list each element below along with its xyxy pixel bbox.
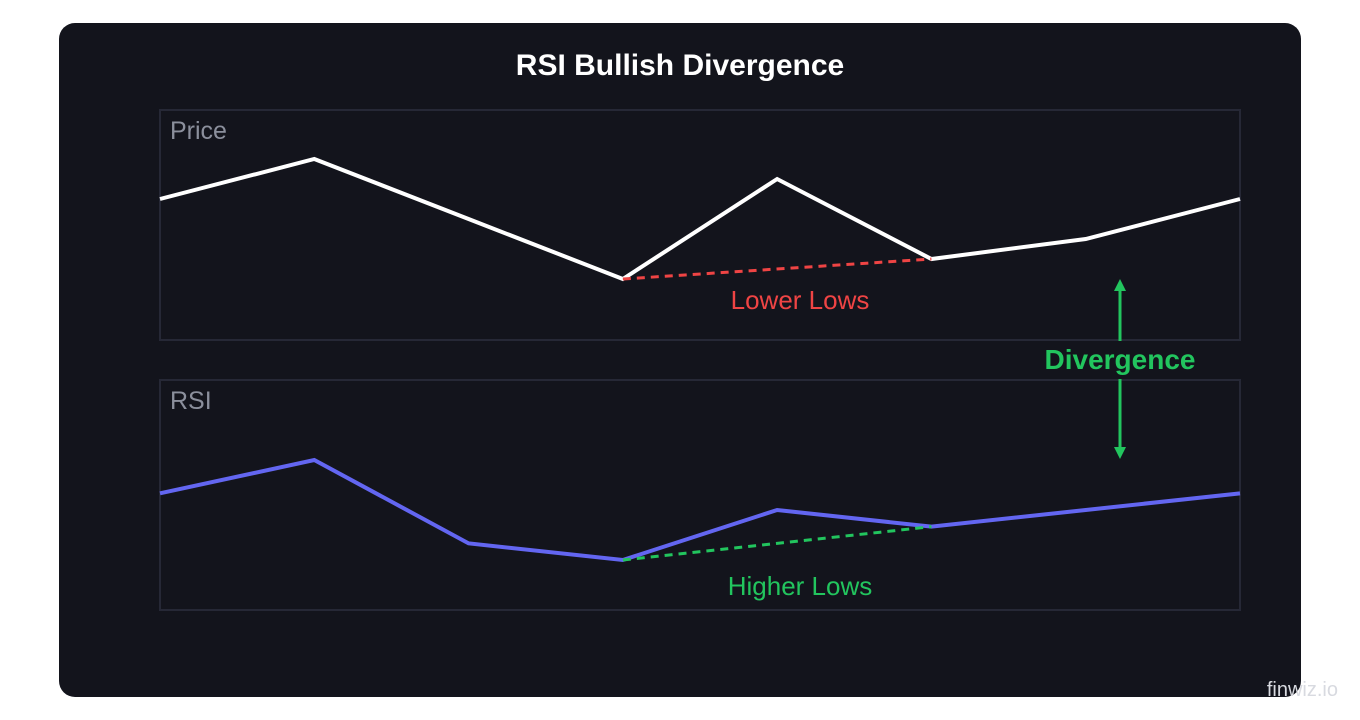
price-panel-label: Price (170, 117, 227, 145)
higher-lows-label: Higher Lows (728, 571, 873, 601)
divergence-diagram: RSI Bullish Divergence Price Lower Lows … (159, 49, 1241, 611)
watermark: finwiz.io (1266, 679, 1338, 701)
higher-lows-trendline (622, 525, 932, 562)
lower-lows-label: Lower Lows (731, 285, 870, 315)
lower-lows-trendline (622, 257, 932, 281)
price-panel (159, 109, 1241, 341)
arrow-down-icon (1114, 447, 1126, 459)
rsi-panel-label: RSI (170, 387, 212, 415)
diagram-card: RSI Bullish Divergence Price Lower Lows … (59, 23, 1301, 697)
price-line (159, 156, 1241, 282)
divergence-label: Divergence (1045, 344, 1196, 375)
diagram-title: RSI Bullish Divergence (516, 49, 844, 82)
divergence-arrow (1114, 279, 1126, 459)
rsi-line (159, 457, 1241, 563)
rsi-panel (159, 379, 1241, 611)
arrow-up-icon (1114, 279, 1126, 291)
